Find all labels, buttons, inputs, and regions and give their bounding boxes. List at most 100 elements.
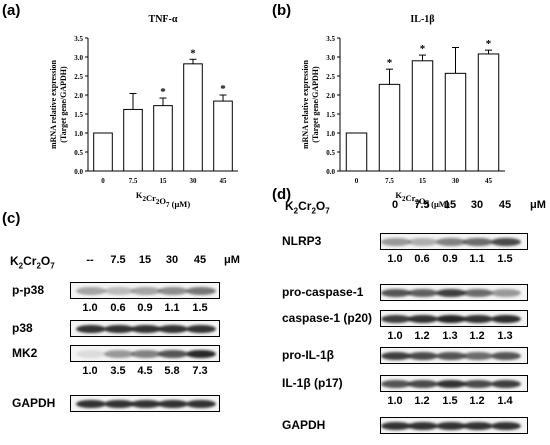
blot-band <box>491 289 521 297</box>
blot-row-label: GAPDH <box>282 418 326 432</box>
blot-band <box>408 315 438 323</box>
quantification-value: 1.1 <box>164 302 180 314</box>
quantification-value: 5.8 <box>164 365 180 377</box>
blot-band <box>76 325 106 333</box>
x-tick-label-0: 0 <box>355 177 359 185</box>
chart-title: IL-1β <box>410 14 434 25</box>
blot-strip <box>70 345 220 362</box>
blot-row-label: MK2 <box>12 346 38 360</box>
blot-row-label: GAPDH <box>12 396 56 410</box>
blot-band <box>131 400 161 408</box>
blot-strip <box>70 395 220 412</box>
x-axis-label: K2Cr2O7 (μM) <box>395 190 449 209</box>
blot-band <box>131 350 161 358</box>
unit-label: μM <box>530 199 546 211</box>
blot-row-label: pro-caspase-1 <box>282 285 364 299</box>
x-tick-label-30: 30 <box>452 177 460 185</box>
y-tick-label: 3.5 <box>74 35 83 43</box>
y-tick-label: 2.0 <box>74 92 83 100</box>
blot-strip <box>380 417 528 434</box>
y-tick-label: 0.0 <box>326 168 335 176</box>
blot-band <box>186 400 216 408</box>
y-tick-label: 2.5 <box>74 73 83 81</box>
blot-strip <box>70 282 220 299</box>
blot-band <box>436 422 466 430</box>
y-tick-label: 0.5 <box>74 149 83 157</box>
blot-band <box>463 352 493 360</box>
blot-band <box>408 352 438 360</box>
significance-marker-45: * <box>486 38 492 50</box>
blot-band <box>186 287 216 295</box>
y-tick-label: 1.0 <box>326 130 335 138</box>
dose-label: -- <box>86 254 94 266</box>
quantification-value: 1.0 <box>82 365 98 377</box>
quantification-value: 0.6 <box>110 302 126 314</box>
blot-band <box>104 400 134 408</box>
y-axis-label-line1: mRNA relative expression <box>49 59 58 149</box>
significance-marker-30: * <box>190 47 196 59</box>
x-tick-label-15: 15 <box>160 177 168 185</box>
blot-band <box>381 238 411 246</box>
x-tick-label-30: 30 <box>190 177 198 185</box>
bar-15 <box>411 60 434 172</box>
blot-band <box>491 422 521 430</box>
x-tick-label-7.5: 7.5 <box>129 177 138 185</box>
blot-band <box>158 350 188 358</box>
chart-title: TNF-α <box>149 14 178 25</box>
blot-strip <box>380 310 528 327</box>
blot-band <box>186 350 216 358</box>
blot-band <box>408 422 438 430</box>
blot-row-label: IL-1β (p17) <box>282 376 343 390</box>
y-tick-label: 2.5 <box>326 73 335 81</box>
bar-45 <box>213 100 233 172</box>
dose-label: 7.5 <box>414 199 430 211</box>
blot-strip <box>380 375 528 392</box>
bar-7.5 <box>378 83 401 172</box>
quantification-value: 1.4 <box>497 395 513 407</box>
blot-band <box>408 289 438 297</box>
dose-label: 15 <box>138 254 152 266</box>
quantification-value: 0.6 <box>414 253 430 265</box>
blot-band <box>158 400 188 408</box>
y-tick-label: 1.0 <box>74 130 83 138</box>
blot-band <box>76 350 106 358</box>
blot-row-label: p-p38 <box>12 283 45 297</box>
quantification-value: 1.0 <box>387 253 403 265</box>
blot-row-label: NLRP3 <box>282 234 322 248</box>
bar-30 <box>444 72 467 172</box>
dose-label: 7.5 <box>110 254 126 266</box>
blot-band <box>436 289 466 297</box>
blot-band <box>408 380 438 388</box>
blot-band <box>131 287 161 295</box>
dose-label: 45 <box>193 254 207 266</box>
y-tick-label: 0.0 <box>74 168 83 176</box>
y-tick-label: 3.0 <box>326 54 335 62</box>
bar-0 <box>93 132 113 172</box>
blot-band <box>436 315 466 323</box>
chart-il-1beta: IL-1β 0.0 0.5 1.0 1.5 2.0 2.5 3.0 3.5 mRNA relati… <box>301 14 505 209</box>
blot-band <box>131 325 161 333</box>
blot-band <box>436 238 466 246</box>
x-tick-label-15: 15 <box>419 177 427 185</box>
unit-label: μM <box>224 254 240 266</box>
blot-band <box>104 325 134 333</box>
bar-7.5 <box>123 108 143 172</box>
blot-band <box>491 238 521 246</box>
quantification-value: 1.0 <box>387 395 403 407</box>
dose-label: 30 <box>470 199 484 211</box>
quantification-value: 1.3 <box>442 330 458 342</box>
x-tick-label-0: 0 <box>101 177 105 185</box>
y-tick-label: 3.0 <box>74 54 83 62</box>
quantification-value: 1.1 <box>469 253 485 265</box>
y-tick-label: 3.5 <box>326 35 335 43</box>
blot-band <box>158 287 188 295</box>
blot-row-label: p38 <box>12 321 33 335</box>
bar-15 <box>153 105 173 172</box>
quantification-value: 1.2 <box>469 330 485 342</box>
reagent-label: K2Cr2O7 <box>10 254 55 271</box>
panel-label-a: (a) <box>2 2 21 19</box>
blot-band <box>408 238 438 246</box>
x-tick-label-7.5: 7.5 <box>385 177 394 185</box>
dose-label: 30 <box>165 254 179 266</box>
quantification-value: 4.5 <box>137 365 153 377</box>
